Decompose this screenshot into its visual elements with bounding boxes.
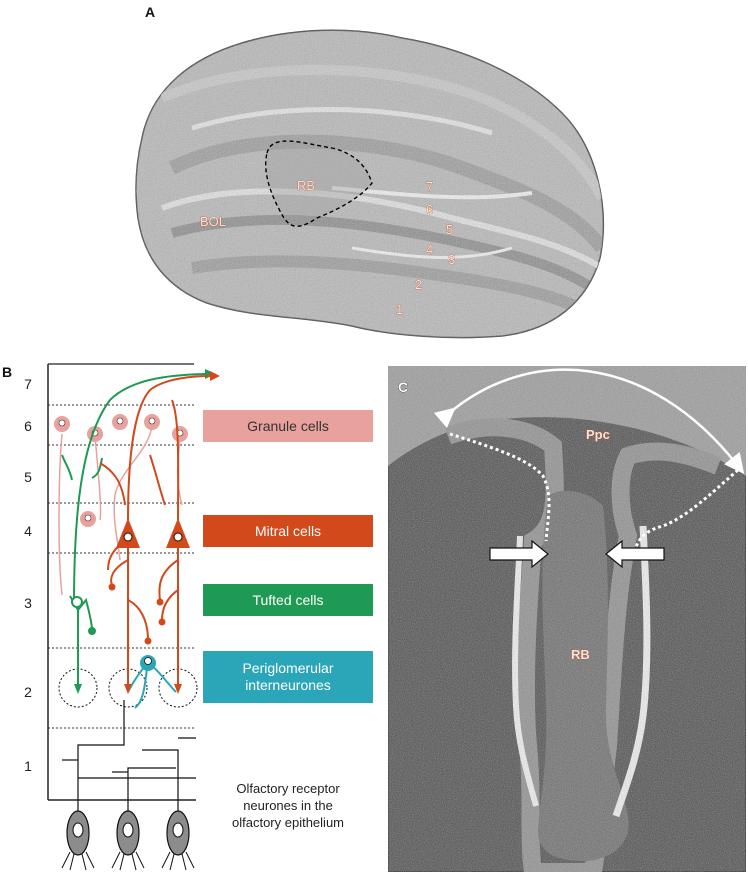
layer-number-2: 2 [24,684,32,700]
layer-number-1: 1 [24,758,32,774]
layer-number-6: 6 [24,418,32,434]
periglomerular-cell [127,655,177,709]
receptor-neurones [61,810,195,871]
ppc-label: Ppc [586,427,610,442]
arrow-right-inward [605,539,665,569]
layer-number-4: 4 [24,523,32,539]
receptor-caption-line2: neurones in the [243,798,333,813]
layer-label-4: 4 [426,242,433,257]
panel-b-diagram [47,363,220,871]
rb-label: RB [297,178,315,193]
layer-label-6: 6 [426,202,433,217]
layer-label-1: 1 [396,302,403,317]
legend-mitral-cells: Mitral cells [203,515,373,547]
layer-label-3: 3 [448,252,455,267]
receptor-caption-line3: olfactory epithelium [232,815,344,830]
legend-mitral-label: Mitral cells [254,522,322,539]
legend-granule-label: Granule cells [247,417,329,434]
receptor-caption: Olfactory receptor neurones in the olfac… [228,780,348,831]
legend-granule-cells: Granule cells [203,410,373,442]
legend-tufted-label: Tufted cells [252,591,324,608]
legend-periglomerular-line1: Periglomerular [242,660,334,676]
legend-periglomerular-line2: interneurones [245,677,331,693]
tufted-cell [61,369,216,694]
panel-c-letter: C [398,379,408,395]
layer-separators [48,404,196,729]
layer-label-7: 7 [426,179,433,194]
layer-number-5: 5 [24,469,32,485]
layer-number-7: 7 [24,376,32,392]
rb-label-c: RB [571,647,590,662]
granule-cells [54,414,188,596]
arrow-left-inward [489,539,549,569]
rb-outline [265,140,373,227]
layer-number-3: 3 [24,595,32,611]
receptor-caption-line1: Olfactory receptor [236,781,340,796]
bol-label: BOL [200,214,226,229]
panel-a-micrograph: RB BOL 7 6 5 4 3 2 1 [135,29,605,339]
layer-label-5: 5 [446,222,453,237]
mitral-cells [99,371,220,694]
layer-label-2: 2 [415,277,422,292]
panel-b-letter: B [2,364,13,380]
panel-a-letter: A [145,4,156,20]
panel-c-micrograph: Ppc RB C [388,366,746,872]
legend-periglomerular-interneurones: Periglomerular interneurones [203,651,373,703]
ppc-extent-arrow [433,368,745,474]
receptor-axons [62,700,196,835]
legend-tufted-cells: Tufted cells [203,584,373,616]
